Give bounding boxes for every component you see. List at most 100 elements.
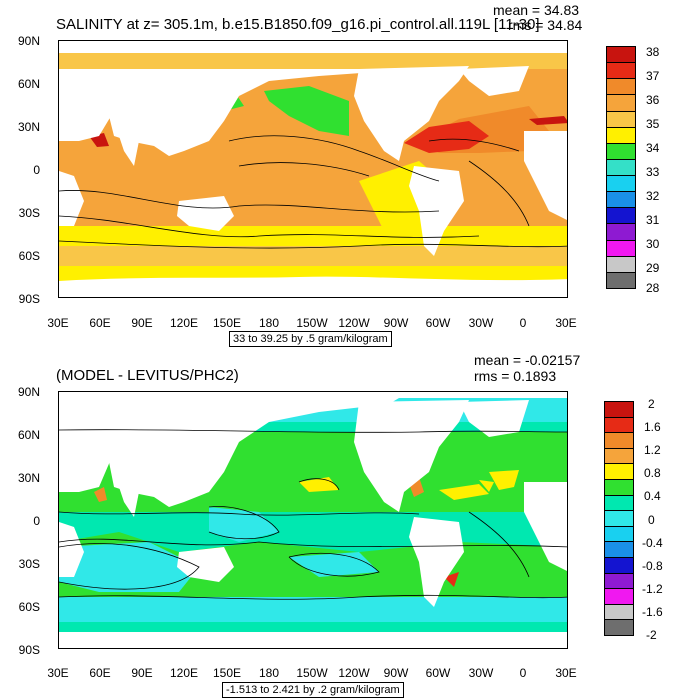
top-lat-0: 0 bbox=[33, 163, 40, 177]
bottom-lat-60n: 60N bbox=[17, 428, 40, 442]
colorbar-swatch bbox=[606, 207, 636, 225]
bottom-lon-120e: 120E bbox=[169, 666, 199, 680]
colorbar-swatch bbox=[604, 603, 634, 621]
bottom-lon-30e: 30E bbox=[47, 666, 69, 680]
bottom-map bbox=[58, 391, 568, 649]
colorbar-swatch bbox=[606, 239, 636, 257]
top-contours bbox=[59, 135, 567, 249]
top-lon-30e: 30E bbox=[47, 316, 69, 330]
top-lat-60s: 60S bbox=[18, 249, 40, 263]
colorbar-swatch bbox=[606, 110, 636, 128]
top-cb-label-30: 30 bbox=[646, 237, 660, 251]
top-lon-90w: 90W bbox=[383, 316, 409, 330]
bottom-land-north-america bbox=[354, 400, 469, 512]
bottom-land-antarctica bbox=[59, 632, 567, 648]
top-cb-label-35: 35 bbox=[646, 117, 660, 131]
colorbar-swatch bbox=[606, 271, 636, 289]
colorbar-swatch bbox=[604, 463, 634, 480]
top-cb-label-36: 36 bbox=[646, 93, 660, 107]
top-lon-90e: 90E bbox=[131, 316, 153, 330]
bottom-lat-0: 0 bbox=[33, 514, 40, 528]
colorbar-swatch bbox=[604, 447, 634, 465]
top-land-north-america bbox=[354, 66, 469, 161]
bottom-lat-60s: 60S bbox=[18, 600, 40, 614]
bottom-cb-label-1.6: 1.6 bbox=[644, 420, 661, 434]
colorbar-swatch bbox=[604, 479, 634, 496]
top-north-atlantic-red bbox=[404, 121, 489, 153]
bottom-lon-60e: 60E bbox=[89, 666, 111, 680]
colorbar-swatch bbox=[606, 78, 636, 96]
top-panel-rms: rms = 34.84 bbox=[508, 17, 583, 33]
colorbar-swatch bbox=[606, 158, 636, 177]
bottom-land-asia bbox=[104, 398, 399, 507]
colorbar-swatch bbox=[606, 191, 636, 209]
bottom-panel-title: (MODEL - LEVITUS/PHC2) bbox=[56, 367, 239, 384]
bottom-colorbar bbox=[604, 401, 634, 636]
colorbar-swatch bbox=[604, 525, 634, 543]
top-land-asia bbox=[104, 69, 389, 156]
bottom-lon-30e-right: 30E bbox=[555, 666, 577, 680]
bottom-lon-90w: 90W bbox=[383, 666, 409, 680]
top-lat-90n: 90N bbox=[17, 34, 40, 48]
bottom-lon-150w: 150W bbox=[296, 666, 328, 680]
colorbar-swatch bbox=[604, 432, 634, 449]
bottom-cb-label-0.4: 0.4 bbox=[644, 489, 661, 503]
top-lon-30e-right: 30E bbox=[555, 316, 577, 330]
bottom-cb-label-2: 2 bbox=[648, 397, 655, 411]
top-cb-label-28: 28 bbox=[646, 281, 660, 295]
bottom-cb-label-neg2: -2 bbox=[646, 628, 657, 642]
top-panel-mean: mean = 34.83 bbox=[493, 2, 580, 18]
bottom-cb-label-neg1.6: -1.6 bbox=[642, 605, 663, 619]
colorbar-swatch bbox=[606, 126, 636, 144]
top-cb-label-33: 33 bbox=[646, 165, 660, 179]
top-southern-band bbox=[59, 226, 567, 246]
bottom-cb-label-neg0.8: -0.8 bbox=[642, 559, 663, 573]
bottom-indian-cyan bbox=[59, 542, 199, 592]
colorbar-swatch bbox=[604, 588, 634, 605]
bottom-lat-90s: 90S bbox=[18, 643, 40, 657]
colorbar-swatch bbox=[606, 62, 636, 80]
colorbar-swatch bbox=[606, 223, 636, 241]
bottom-lon-0: 0 bbox=[519, 666, 527, 680]
colorbar-swatch bbox=[604, 572, 634, 590]
top-lon-120e: 120E bbox=[169, 316, 199, 330]
top-lon-0: 0 bbox=[519, 316, 527, 330]
top-land-europe-africa bbox=[59, 69, 119, 141]
colorbar-swatch bbox=[604, 401, 634, 418]
colorbar-swatch bbox=[604, 541, 634, 558]
top-cb-label-38: 38 bbox=[646, 45, 660, 59]
colorbar-swatch bbox=[604, 416, 634, 434]
top-lon-150w: 150W bbox=[296, 316, 328, 330]
colorbar-swatch bbox=[606, 94, 636, 112]
bottom-panel-rms: rms = 0.1893 bbox=[474, 368, 557, 384]
top-range-note: 33 to 39.25 by .5 gram/kilogram bbox=[229, 331, 392, 347]
colorbar-swatch bbox=[604, 494, 634, 512]
colorbar-swatch bbox=[606, 175, 636, 193]
top-lat-90s: 90S bbox=[18, 292, 40, 306]
bottom-cb-label-0: 0 bbox=[648, 513, 655, 527]
top-lon-120w: 120W bbox=[338, 316, 370, 330]
bottom-cb-label-0.8: 0.8 bbox=[644, 466, 661, 480]
top-cb-label-34: 34 bbox=[646, 141, 660, 155]
top-lon-30w: 30W bbox=[468, 316, 494, 330]
top-cb-label-37: 37 bbox=[646, 69, 660, 83]
bottom-lon-60w: 60W bbox=[425, 666, 451, 680]
bottom-lon-30w: 30W bbox=[468, 666, 494, 680]
colorbar-swatch bbox=[606, 255, 636, 273]
top-lon-60e: 60E bbox=[89, 316, 111, 330]
bottom-cb-label-neg0.4: -0.4 bbox=[642, 536, 663, 550]
top-lon-60w: 60W bbox=[425, 316, 451, 330]
top-map bbox=[58, 40, 568, 298]
bottom-cb-label-1.2: 1.2 bbox=[644, 443, 661, 457]
top-cb-label-32: 32 bbox=[646, 189, 660, 203]
top-lat-30s: 30S bbox=[18, 206, 40, 220]
top-cb-label-29: 29 bbox=[646, 261, 660, 275]
bottom-range-note: -1.513 to 2.421 by .2 gram/kilogram bbox=[222, 682, 404, 698]
top-land-australia bbox=[177, 196, 234, 231]
colorbar-swatch bbox=[604, 510, 634, 527]
bottom-lon-180: 180 bbox=[258, 666, 280, 680]
top-lon-150e: 150E bbox=[212, 316, 242, 330]
top-lat-30n: 30N bbox=[17, 120, 40, 134]
top-lat-60n: 60N bbox=[17, 77, 40, 91]
bottom-contours bbox=[59, 429, 567, 600]
